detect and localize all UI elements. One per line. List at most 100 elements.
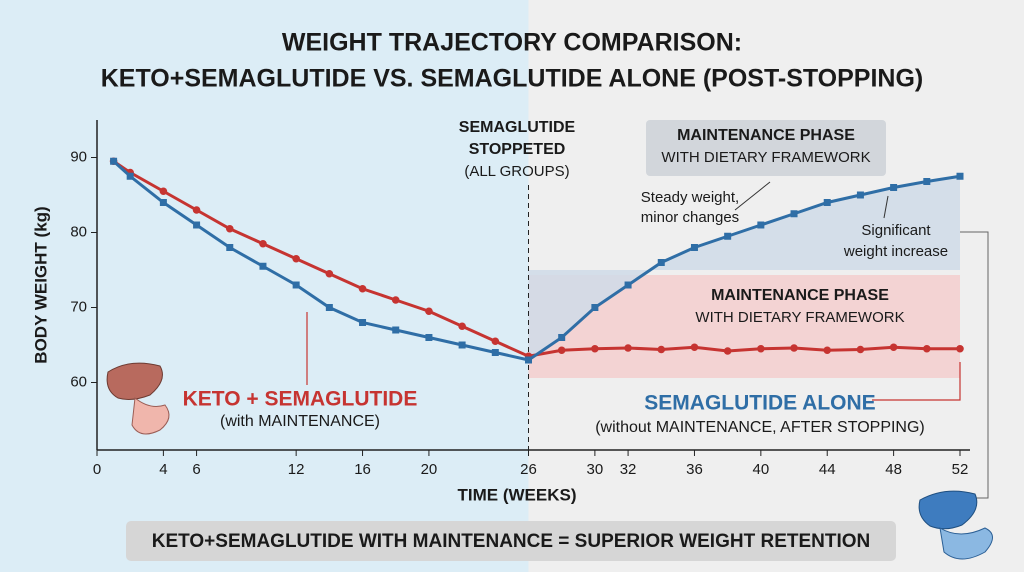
marker bbox=[325, 269, 334, 278]
marker bbox=[192, 206, 201, 214]
decor bbox=[528, 176, 960, 378]
annotation: (ALL GROUPS) bbox=[464, 163, 569, 180]
annotation: WITH DIETARY FRAMEWORK bbox=[695, 309, 904, 326]
y-tick-label: 90 bbox=[70, 148, 87, 165]
marker bbox=[591, 304, 599, 311]
y-axis-label: BODY WEIGHT (kg) bbox=[31, 206, 50, 363]
marker bbox=[110, 157, 118, 165]
x-tick-label: 4 bbox=[159, 461, 167, 478]
marker bbox=[823, 199, 831, 206]
x-tick-label: 6 bbox=[192, 461, 200, 478]
marker bbox=[159, 199, 167, 206]
marker bbox=[923, 344, 931, 353]
annotation: WITH DIETARY FRAMEWORK bbox=[661, 149, 870, 166]
marker bbox=[889, 343, 898, 352]
marker bbox=[193, 221, 201, 229]
x-tick-label: 52 bbox=[952, 461, 969, 478]
marker bbox=[557, 346, 566, 355]
marker bbox=[757, 221, 765, 229]
marker bbox=[425, 307, 433, 316]
y-tick-label: 70 bbox=[70, 298, 87, 315]
x-tick-label: 40 bbox=[753, 461, 770, 478]
legend-label: (with MAINTENANCE) bbox=[220, 413, 380, 430]
marker bbox=[325, 304, 333, 311]
marker bbox=[723, 347, 732, 355]
y-tick-label: 80 bbox=[70, 223, 87, 240]
marker bbox=[657, 345, 666, 354]
x-tick-label: 30 bbox=[587, 461, 604, 478]
marker bbox=[591, 344, 599, 353]
marker bbox=[425, 334, 433, 341]
title-line: WEIGHT TRAJECTORY COMPARISON: bbox=[282, 29, 742, 57]
annotation: MAINTENANCE PHASE bbox=[677, 127, 855, 144]
y-tick-label: 60 bbox=[70, 373, 87, 390]
marker bbox=[358, 284, 367, 293]
x-tick-label: 32 bbox=[620, 461, 637, 478]
footer-box bbox=[126, 521, 896, 561]
area bbox=[528, 176, 960, 360]
x-tick-label: 26 bbox=[520, 461, 537, 478]
marker bbox=[458, 322, 466, 331]
x-tick-label: 48 bbox=[885, 461, 902, 478]
marker bbox=[491, 337, 500, 346]
x-tick-label: 44 bbox=[819, 461, 836, 478]
legend-name: KETO + SEMAGLUTIDE bbox=[183, 388, 418, 411]
annotation: weight increase bbox=[843, 243, 948, 260]
marker bbox=[956, 344, 964, 353]
legend-label: (without MAINTENANCE, AFTER STOPPING) bbox=[595, 419, 925, 436]
x-tick-label: 12 bbox=[288, 461, 305, 478]
marker bbox=[225, 224, 234, 233]
title-line: KETO+SEMAGLUTIDE VS. SEMAGLUTIDE ALONE (… bbox=[101, 65, 924, 93]
marker bbox=[525, 356, 532, 364]
marker bbox=[690, 343, 699, 352]
marker bbox=[690, 244, 698, 251]
marker bbox=[890, 184, 898, 191]
annotation: minor changes bbox=[641, 209, 739, 226]
liver-icon bbox=[918, 490, 993, 560]
x-axis-label: TIME (WEEKS) bbox=[458, 485, 577, 504]
x-tick-label: 0 bbox=[93, 461, 101, 478]
marker bbox=[392, 326, 400, 334]
marker bbox=[790, 210, 798, 218]
annotation: Significant bbox=[861, 222, 931, 239]
marker bbox=[624, 281, 632, 289]
marker bbox=[956, 172, 964, 180]
leader bbox=[734, 181, 771, 211]
phase-box bbox=[646, 120, 886, 176]
annotation: STOPPETED bbox=[469, 141, 566, 158]
x-tick-label: 20 bbox=[421, 461, 438, 478]
leader bbox=[883, 195, 889, 219]
background-left bbox=[0, 0, 529, 572]
marker bbox=[558, 334, 566, 341]
marker bbox=[923, 178, 931, 185]
leader bbox=[872, 362, 961, 401]
marker bbox=[259, 262, 267, 270]
marker bbox=[226, 244, 234, 251]
x-tick-label: 16 bbox=[354, 461, 371, 478]
leader bbox=[960, 231, 989, 499]
marker bbox=[491, 349, 499, 356]
marker bbox=[790, 344, 798, 352]
marker bbox=[657, 259, 665, 266]
marker bbox=[624, 344, 632, 352]
footer: KETO+SEMAGLUTIDE WITH MAINTENANCE = SUPE… bbox=[152, 531, 871, 552]
annotation: MAINTENANCE PHASE bbox=[711, 287, 889, 304]
legend-name: SEMAGLUTIDE ALONE bbox=[644, 392, 875, 415]
marker bbox=[823, 346, 832, 355]
marker bbox=[856, 345, 865, 354]
marker bbox=[757, 344, 765, 353]
marker bbox=[159, 187, 168, 196]
marker bbox=[724, 232, 732, 240]
marker bbox=[292, 254, 300, 263]
annotation: Steady weight, bbox=[641, 189, 739, 206]
marker bbox=[391, 296, 400, 304]
liver-icon bbox=[106, 362, 170, 435]
annotation: SEMAGLUTIDE bbox=[459, 119, 576, 136]
marker bbox=[292, 281, 300, 289]
marker bbox=[359, 319, 367, 326]
x-tick-label: 36 bbox=[686, 461, 703, 478]
marker bbox=[458, 341, 466, 349]
marker bbox=[856, 191, 864, 199]
marker bbox=[259, 239, 267, 248]
